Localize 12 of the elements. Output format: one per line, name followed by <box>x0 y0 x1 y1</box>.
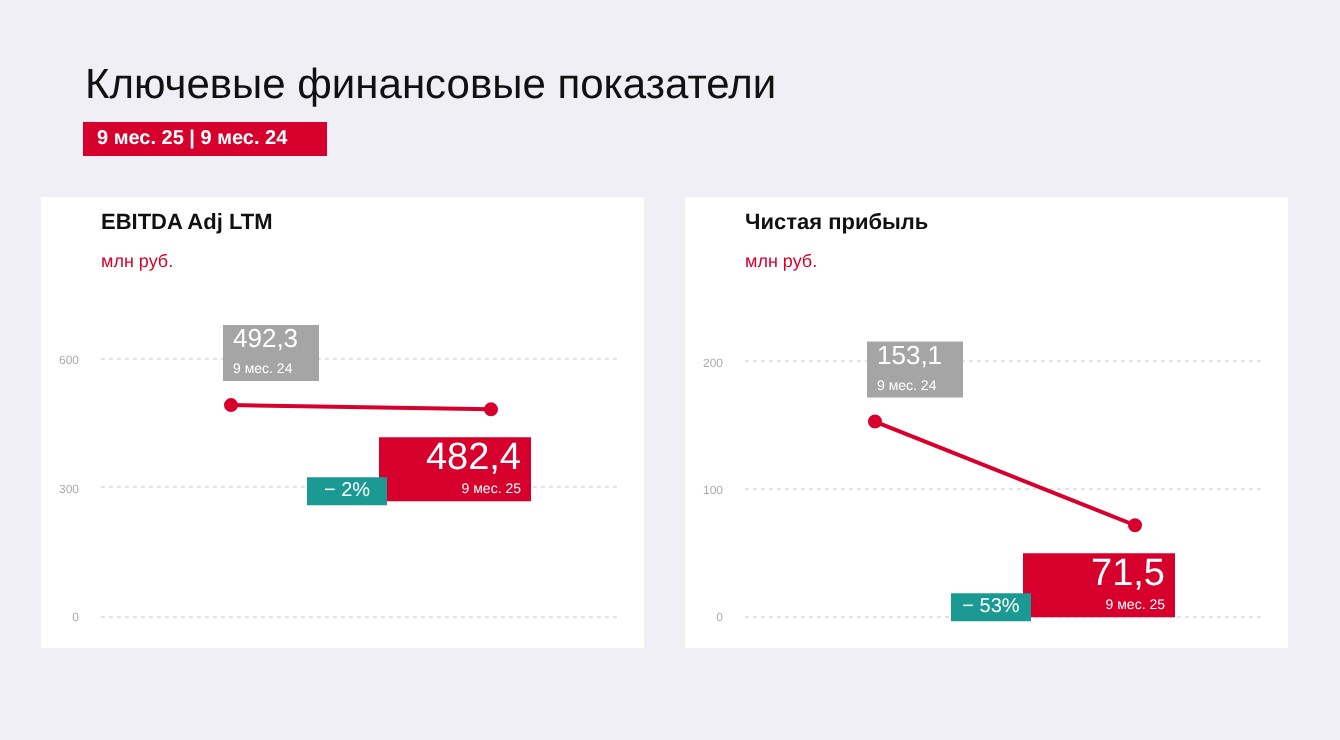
annotation: − 2% <box>323 480 371 503</box>
chart-subtitle: млн руб. <box>745 251 818 271</box>
data-label: 492,3 <box>233 323 299 354</box>
annotation: − 53% <box>962 596 1020 619</box>
chart-title: EBITDA Adj LTM <box>101 211 273 235</box>
chart-title: Чистая прибыль <box>745 211 929 235</box>
data-label: 71,5 <box>1091 553 1166 596</box>
text: 9 мес. 25 | 9 мес. 24 <box>97 128 289 150</box>
data-label: 153,1 <box>877 339 943 370</box>
data-label: 482,4 <box>425 437 522 480</box>
chart-subtitle: млн руб. <box>101 251 174 271</box>
text: Ключевые финансовые показатели <box>85 62 777 108</box>
